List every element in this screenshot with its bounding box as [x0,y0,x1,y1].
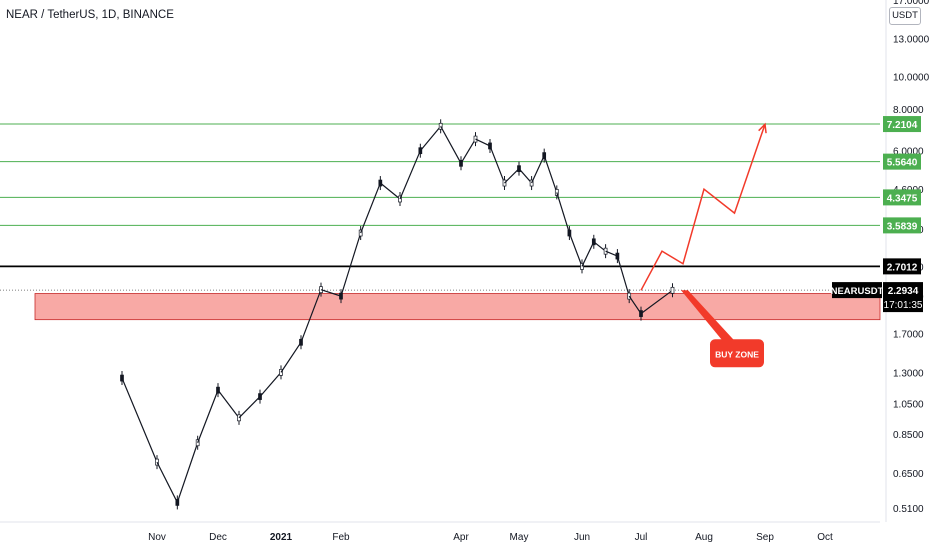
target-label-bg [883,116,921,133]
price-segment [543,155,558,193]
symbol-tag: NEARUSDT [831,286,884,297]
currency-button[interactable]: USDT [889,7,921,25]
price-segment [593,241,606,252]
target-label-bg [883,189,921,206]
chart-title: NEAR / TetherUS, 1D, BINANCE [6,9,174,21]
price-segment [605,250,618,257]
level-label: 3.5839 [887,221,918,232]
price-segment [556,192,570,234]
level-label: 7.2104 [887,120,918,131]
x-tick-label: Apr [453,532,469,543]
price-segment [489,145,506,184]
level-label: 5.5640 [887,158,918,169]
x-tick-label: Sep [756,532,774,543]
price-segment [568,232,583,267]
x-tick-label: Jul [635,532,648,543]
x-tick-label: Oct [817,532,833,543]
resistance-label-bg [883,258,921,275]
buy-zone-badge-label: BUY ZONE [715,349,759,359]
x-tick-label: Dec [209,532,227,543]
current-price-tag: 2.2934 [888,286,919,297]
price-segment [300,289,322,343]
projection-arrowhead [758,122,767,134]
y-tick-label: 0.6500 [893,469,924,480]
price-segment [340,232,362,297]
y-tick-label: 1.0500 [893,399,924,410]
price-segment [518,168,533,184]
price-segment [176,442,199,503]
price-segment [217,389,240,419]
level-label: 2.7012 [887,262,918,273]
y-tick-label: 17.0000 [893,0,930,7]
target-label-bg [883,153,921,170]
price-segment [238,396,261,419]
price-segment [320,289,342,297]
y-tick-label: 10.0000 [893,73,930,84]
buy-zone-rect [34,293,881,321]
price-segment [419,125,442,152]
y-tick-label: 0.8500 [893,430,924,441]
price-segment [156,461,178,503]
x-tick-label: May [510,532,529,543]
price-segment [640,289,673,315]
countdown-tag: 17:01:35 [884,300,923,311]
x-tick-label: Feb [332,532,350,543]
price-segment [121,377,158,463]
x-tick-label: 2021 [270,532,293,543]
y-tick-label: 0.5100 [893,504,924,515]
candle-body [670,286,675,294]
price-segment [460,138,477,164]
y-tick-label: 6.0000 [893,147,924,158]
y-tick-label: 1.3000 [893,368,924,379]
x-tick-label: Nov [148,532,166,543]
target-label-bg [883,217,921,234]
price-segment [379,182,401,200]
projection-path [640,124,766,291]
callout-arrow [681,290,735,342]
current-price-tag-bg [883,282,923,313]
price-segment [504,168,520,184]
price-segment [280,341,302,373]
price-segment [475,138,491,147]
price-segment [440,126,462,164]
y-tick-label: 1.7000 [893,329,924,340]
x-tick-label: Aug [695,532,713,543]
price-segment [616,255,630,297]
x-tick-label: Jun [574,532,590,543]
price-segment [259,371,282,397]
symbol-tag-bg [832,282,882,299]
level-label: 4.3475 [887,193,918,204]
price-segment [531,155,545,184]
price-segment [628,295,642,314]
price-segment [581,241,595,267]
price-segment [360,182,381,234]
y-tick-label: 8.0000 [893,105,924,116]
buy-zone-badge[interactable] [710,339,764,368]
price-segment [399,150,421,200]
y-tick-label: 13.0000 [893,35,930,46]
price-segment [197,389,219,443]
